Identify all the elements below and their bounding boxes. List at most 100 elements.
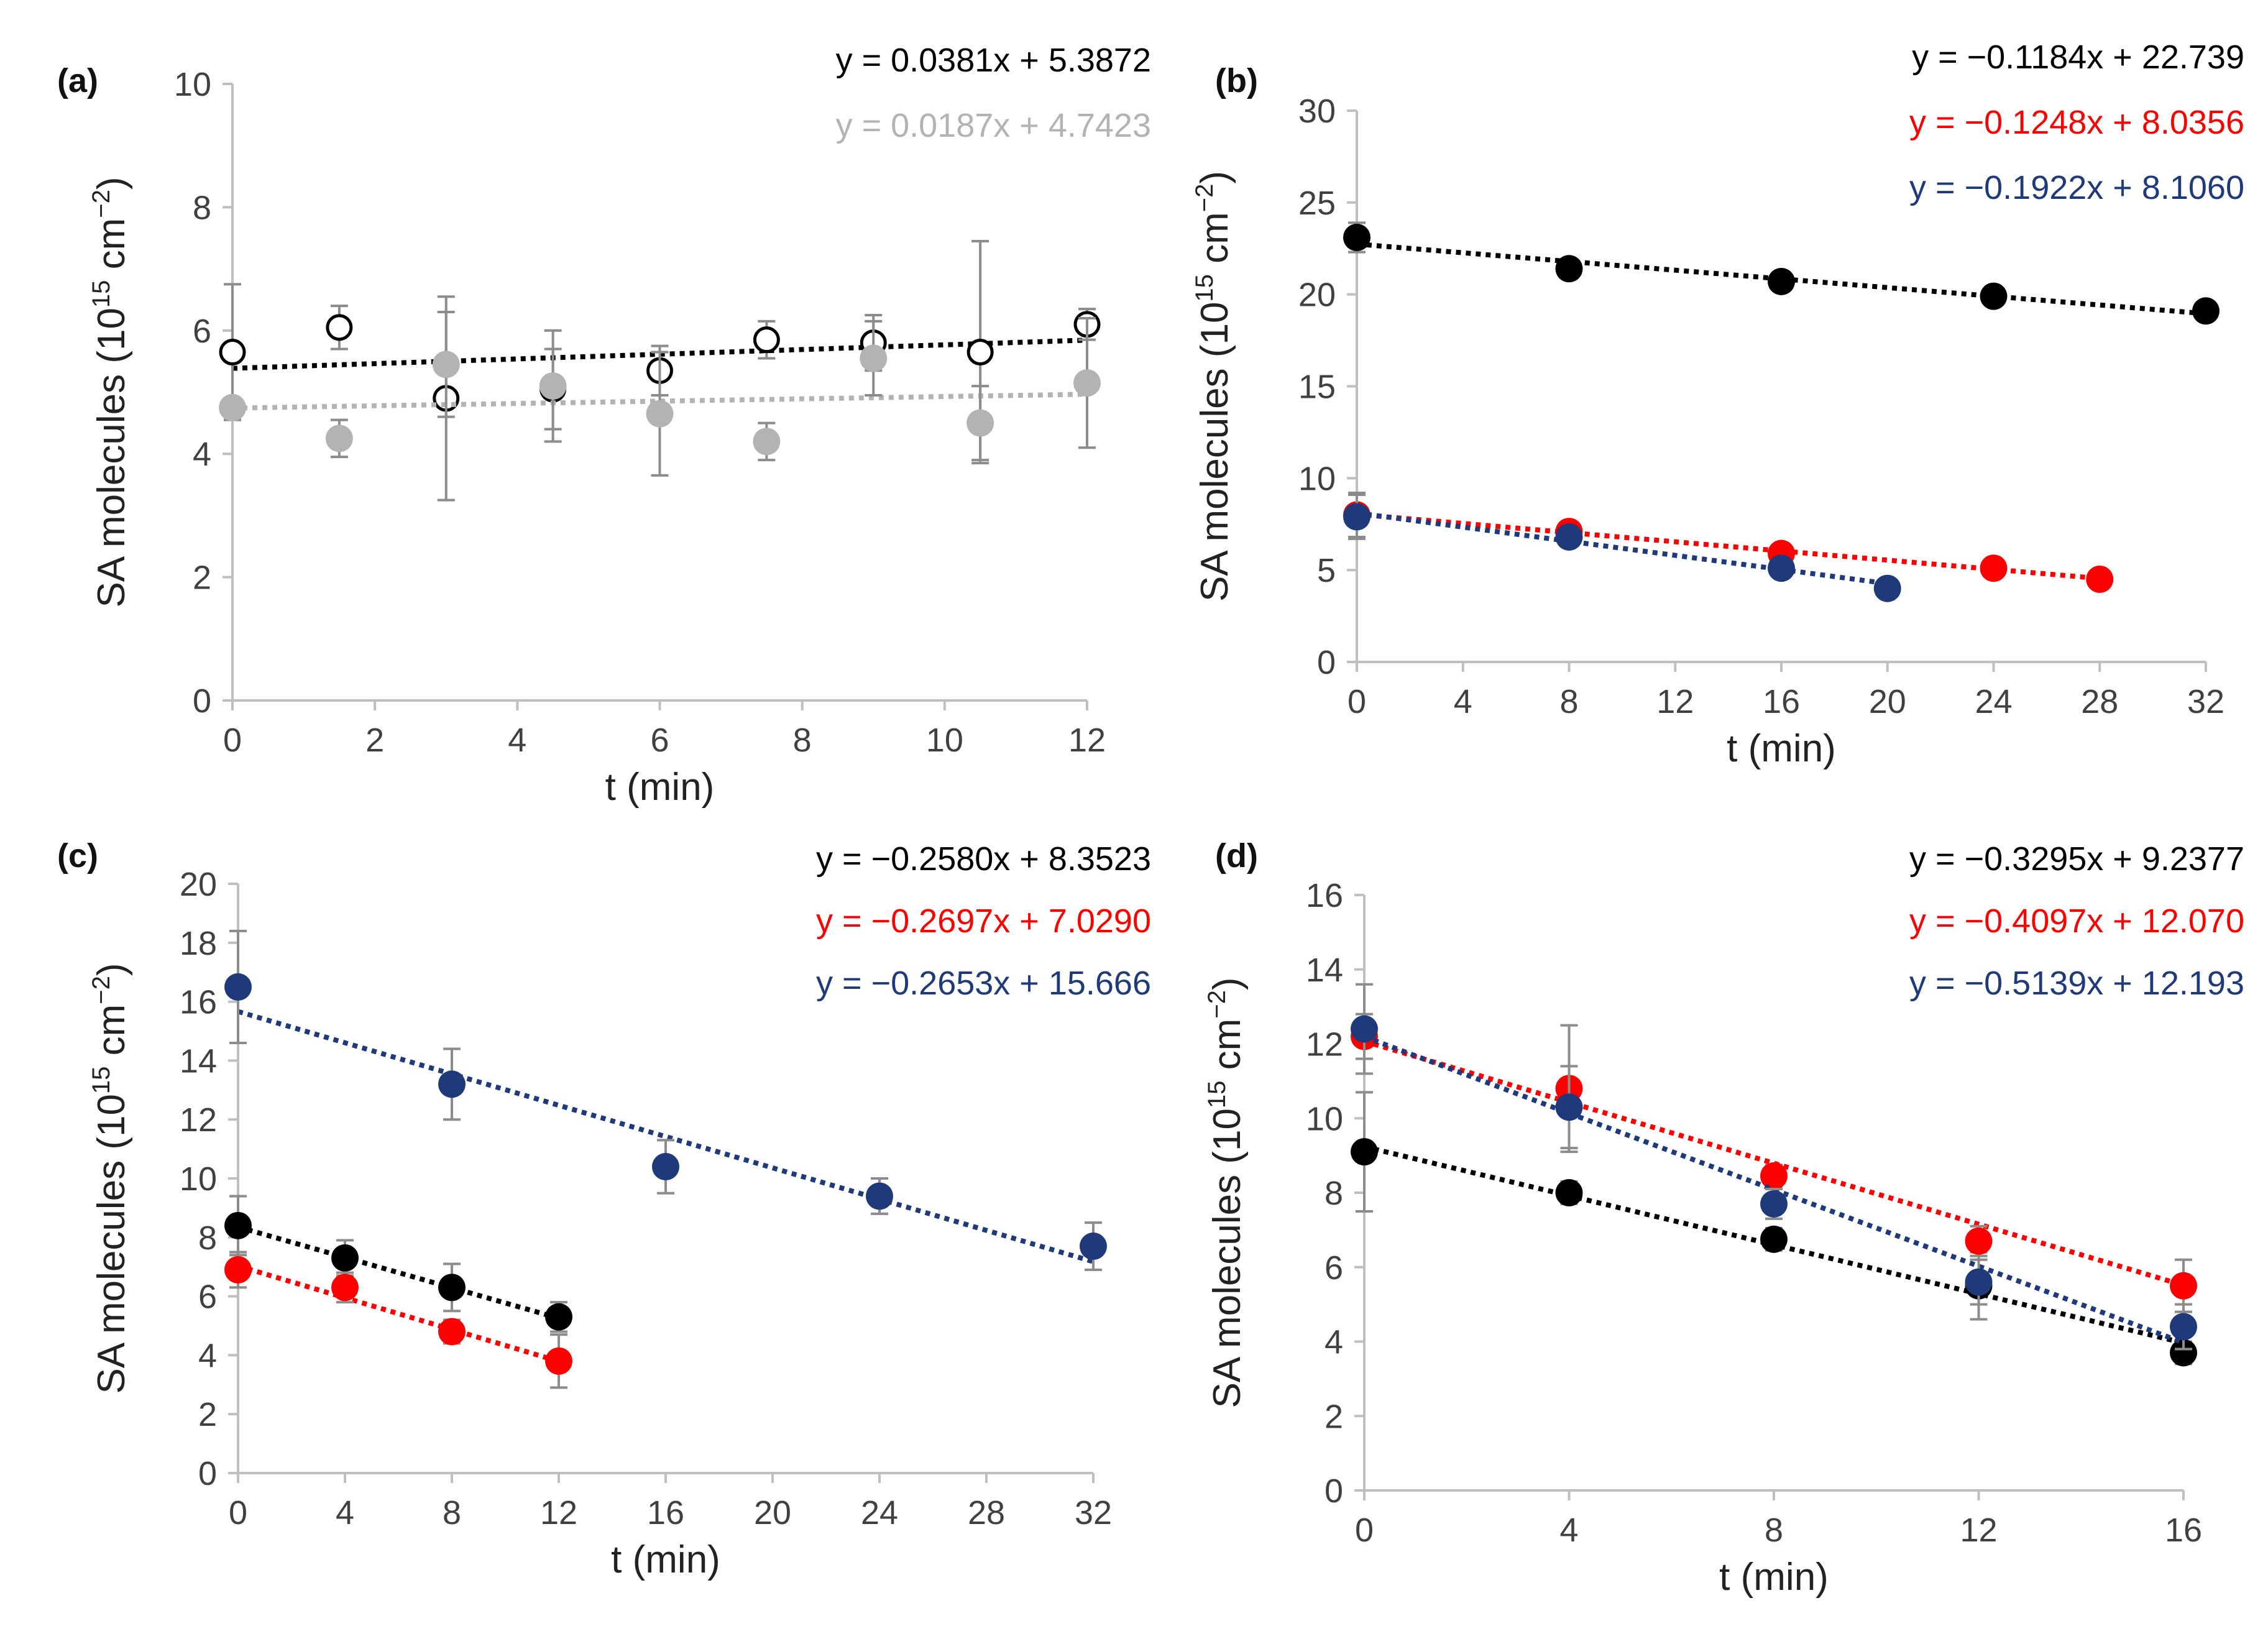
y-tick-label: 6: [1325, 1249, 1343, 1287]
y-tick-label: 4: [1325, 1324, 1343, 1361]
x-axis-label: t (min): [605, 766, 715, 809]
data-point: [753, 326, 780, 354]
data-point: [432, 351, 460, 379]
fit-equation: y = −0.1922x + 8.1060: [1909, 169, 2244, 206]
x-tick-label: 8: [793, 722, 812, 759]
data-point: [1555, 1093, 1583, 1121]
data-point: [224, 973, 252, 1001]
x-tick-label: 16: [2165, 1512, 2202, 1549]
x-tick-label: 16: [1763, 683, 1800, 720]
panel-a: (a) 0 2 4 6 8 10 0 2 4 6 8 10 12 t (min) SA molecules (…: [57, 42, 1151, 809]
series-blue: [1351, 983, 2197, 1351]
y-tick-label: 2: [198, 1396, 217, 1433]
y-axis-label: SA molecules (1015 cm−2): [88, 963, 133, 1393]
x-tick-label: 28: [968, 1494, 1005, 1531]
data-point: [1351, 1138, 1378, 1166]
x-tick-label: 16: [647, 1494, 684, 1531]
y-tick-label: 25: [1298, 185, 1336, 222]
fit-equation: y = −0.2697x + 7.0290: [816, 902, 1151, 940]
x-tick-label: 4: [1559, 1512, 1578, 1549]
fit-equation: y = −0.1248x + 8.0356: [1909, 104, 2244, 141]
x-tick-label: 0: [229, 1494, 247, 1531]
y-tick-label: 20: [1298, 277, 1336, 314]
data-point: [966, 339, 994, 366]
x-tick-label: 32: [1075, 1494, 1112, 1531]
data-point: [1768, 554, 1795, 582]
x-tick-label: 24: [861, 1494, 898, 1531]
y-tick-label: 0: [193, 682, 211, 720]
fit-equation: y = −0.2653x + 15.666: [816, 965, 1151, 1002]
panel-label: (d): [1215, 837, 1258, 875]
trendline: [1363, 1034, 2185, 1346]
panel-d: (d) 0 2 4 6 8 10 12 14 16 0 4 8 12 16 t (min) SA molecul…: [1203, 837, 2244, 1599]
series-blue: [224, 929, 1107, 1271]
data-point: [1873, 574, 1901, 602]
trendline: [232, 392, 1088, 411]
x-tick-label: 20: [754, 1494, 791, 1531]
data-point: [1965, 1268, 1993, 1296]
y-tick-label: 8: [1325, 1175, 1343, 1212]
y-tick-label: 20: [180, 866, 217, 903]
data-point: [1080, 1233, 1107, 1260]
series-red: [224, 1251, 572, 1389]
x-tick-label: 0: [1355, 1512, 1374, 1549]
data-point: [224, 1211, 252, 1239]
trendline: [1356, 512, 2100, 581]
data-point: [753, 428, 781, 456]
y-tick-label: 2: [193, 559, 211, 597]
fit-equation: y = −0.4097x + 12.070: [1909, 902, 2244, 940]
x-tick-label: 8: [1765, 1512, 1783, 1549]
x-tick-label: 28: [2081, 683, 2118, 720]
panel-label: (c): [57, 837, 98, 875]
data-point: [438, 1274, 466, 1302]
x-tick-label: 4: [1454, 683, 1472, 720]
data-point: [326, 314, 353, 341]
x-tick-label: 6: [650, 722, 669, 759]
data-point: [2170, 1313, 2197, 1341]
trendline: [237, 1224, 560, 1321]
y-tick-label: 0: [1325, 1472, 1343, 1510]
fit-equation: y = −0.5139x + 12.193: [1909, 965, 2244, 1002]
y-tick-label: 16: [180, 984, 217, 1021]
y-axis-label: SA molecules (1015 cm−2): [1191, 171, 1236, 602]
series-blue: [1343, 493, 1901, 602]
fit-equation: y = 0.0381x + 5.3872: [836, 42, 1151, 79]
x-tick-label: 12: [1068, 722, 1106, 759]
series-red: [1343, 491, 2114, 593]
x-axis-label: t (min): [1719, 1556, 1829, 1599]
y-tick-label: 10: [174, 66, 211, 103]
series-black: [224, 1195, 572, 1333]
x-tick-label: 12: [1656, 683, 1694, 720]
data-point: [545, 1347, 572, 1375]
y-axis-label: SA molecules (1015 cm−2): [1203, 977, 1249, 1408]
x-tick-label: 8: [443, 1494, 461, 1531]
fit-equation: y = −0.3295x + 9.2377: [1909, 840, 2244, 878]
y-tick-label: 4: [193, 436, 211, 473]
y-tick-label: 12: [180, 1101, 217, 1139]
trendline: [237, 1263, 560, 1364]
panel-b: (b) 0 5 10 15 20 25 30 0 4 8 12 16 20 24 28 32 t (min) SA …: [1191, 39, 2244, 770]
x-tick-label: 12: [540, 1494, 577, 1531]
data-point: [1343, 503, 1370, 531]
data-point: [1555, 523, 1583, 551]
data-point: [438, 1318, 466, 1346]
data-point: [1980, 554, 2008, 582]
x-tick-label: 32: [2187, 683, 2224, 720]
y-tick-label: 5: [1317, 552, 1336, 589]
y-tick-label: 18: [180, 925, 217, 962]
x-tick-label: 2: [365, 722, 384, 759]
x-tick-label: 4: [336, 1494, 354, 1531]
fit-equation: y = 0.0187x + 4.7423: [836, 107, 1151, 144]
y-axis-label: SA molecules (1015 cm−2): [88, 177, 133, 607]
panel-label: (a): [57, 62, 98, 99]
data-point: [325, 425, 353, 452]
trendline: [237, 1009, 1095, 1264]
x-tick-label: 8: [1559, 683, 1578, 720]
y-tick-label: 8: [193, 189, 211, 226]
y-tick-label: 15: [1298, 369, 1336, 406]
trendline: [1356, 510, 1888, 586]
y-tick-label: 10: [180, 1160, 217, 1198]
data-point: [438, 1070, 466, 1098]
x-tick-label: 10: [926, 722, 963, 759]
